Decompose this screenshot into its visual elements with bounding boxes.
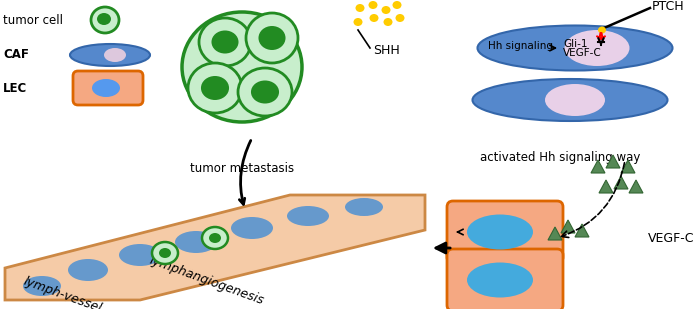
Ellipse shape [477,26,673,70]
Ellipse shape [209,233,221,243]
Ellipse shape [188,63,242,113]
FancyArrowPatch shape [561,163,624,238]
Text: SHH: SHH [373,44,400,57]
Ellipse shape [104,48,126,62]
Polygon shape [606,155,620,168]
Polygon shape [614,176,628,189]
Ellipse shape [545,84,605,116]
Ellipse shape [97,13,111,25]
Ellipse shape [201,76,229,100]
Ellipse shape [370,14,379,22]
Text: CAF: CAF [3,49,29,61]
Ellipse shape [258,26,286,50]
Ellipse shape [356,4,365,12]
Text: tumor metastasis: tumor metastasis [190,162,294,175]
Ellipse shape [211,31,239,53]
FancyBboxPatch shape [73,71,143,105]
Text: Gli-1: Gli-1 [563,39,587,49]
Ellipse shape [70,44,150,66]
Ellipse shape [231,217,273,239]
Ellipse shape [68,259,108,281]
Polygon shape [591,160,605,173]
Ellipse shape [368,1,377,9]
Polygon shape [629,180,643,193]
Ellipse shape [182,12,302,122]
Text: VEGF-C: VEGF-C [648,231,694,244]
Ellipse shape [199,18,251,66]
FancyBboxPatch shape [447,201,563,263]
Ellipse shape [246,13,298,63]
Ellipse shape [91,7,119,33]
Ellipse shape [354,18,363,26]
Polygon shape [621,160,635,173]
Text: activated Hh signaling way: activated Hh signaling way [480,150,640,163]
Ellipse shape [251,80,279,104]
Ellipse shape [382,6,391,14]
Text: lymph-vessel: lymph-vessel [22,275,104,309]
Ellipse shape [119,244,161,266]
Ellipse shape [23,276,61,296]
Ellipse shape [395,14,405,22]
Text: Hh signaling: Hh signaling [488,41,553,51]
Polygon shape [548,227,562,240]
Ellipse shape [175,231,217,253]
FancyBboxPatch shape [447,249,563,309]
Ellipse shape [152,242,178,264]
Polygon shape [561,220,575,233]
Polygon shape [575,224,589,237]
Ellipse shape [467,214,533,249]
Ellipse shape [384,18,393,26]
Ellipse shape [238,68,292,116]
Ellipse shape [159,248,171,258]
Text: lymphangiogenesis: lymphangiogenesis [148,254,266,308]
Ellipse shape [564,30,629,66]
Ellipse shape [345,198,383,216]
Text: tumor cell: tumor cell [3,14,63,27]
Polygon shape [599,180,613,193]
Ellipse shape [92,79,120,97]
Ellipse shape [473,79,668,121]
Text: PTCH: PTCH [652,0,685,12]
Polygon shape [5,195,425,300]
Ellipse shape [467,263,533,298]
Text: LEC: LEC [3,82,27,95]
Ellipse shape [393,1,402,9]
Ellipse shape [598,27,606,33]
Ellipse shape [202,227,228,249]
Ellipse shape [287,206,329,226]
Text: VEGF-C: VEGF-C [563,48,602,58]
